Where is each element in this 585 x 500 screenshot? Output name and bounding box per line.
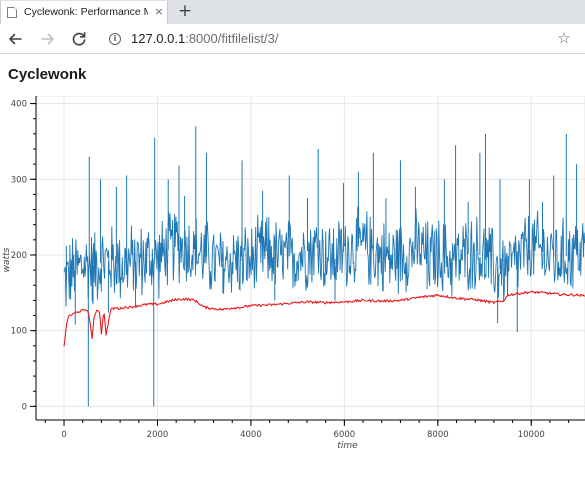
url-path: :8000/fitfilelist/3/ [185,31,279,46]
x-tick-label: 10000 [518,430,545,440]
address-bar[interactable]: i 127.0.0.1:8000/fitfilelist/3/ ☆ [99,27,577,51]
x-tick-label: 8000 [427,430,449,440]
power-chart-svg[interactable]: 0 2000 4000 6000 8000 10000 0 100 200 300 400 time w… [0,96,585,452]
back-button[interactable] [2,26,28,52]
browser-toolbar: i 127.0.0.1:8000/fitfilelist/3/ ☆ [0,24,585,54]
y-tick-label: 0 [22,402,27,412]
y-axis-title: watts [2,247,12,272]
reload-icon [72,31,86,46]
series-line-average [63,290,585,347]
y-tick-label: 200 [11,251,27,261]
x-tick-label: 6000 [334,430,356,440]
reload-button[interactable] [66,26,92,52]
y-tick-label: 300 [11,175,27,185]
new-tab-button[interactable]: + [177,1,193,21]
x-axis-title: time [337,441,358,451]
url-text[interactable]: 127.0.0.1:8000/fitfilelist/3/ [131,31,278,46]
x-tick-label: 2000 [147,430,169,440]
y-tick-label: 100 [11,327,27,337]
bookmark-star-icon[interactable]: ☆ [557,29,571,47]
page-title: Cyclewonk [8,66,87,83]
forward-arrow-icon [41,33,54,45]
forward-button[interactable] [35,26,61,52]
back-arrow-icon [9,33,22,45]
browser-tab[interactable]: Cyclewonk: Performance Manage × [0,1,168,24]
info-icon[interactable]: i [109,33,121,45]
tab-strip: Cyclewonk: Performance Manage × + [0,0,585,24]
x-tick-label: 0 [61,430,66,440]
tab-title: Cyclewonk: Performance Manage [24,6,148,18]
x-tick-label: 4000 [240,430,262,440]
url-host: 127.0.0.1 [131,31,186,46]
y-tick-label: 400 [11,100,27,110]
page-icon [7,7,17,18]
close-tab-icon[interactable]: × [154,5,164,18]
power-chart[interactable]: 0 2000 4000 6000 8000 10000 0 100 200 300 400 time w… [0,96,585,452]
